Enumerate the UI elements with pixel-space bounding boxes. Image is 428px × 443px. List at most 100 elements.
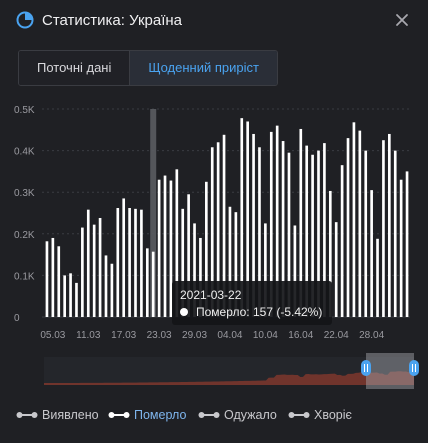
bar: [275, 125, 279, 317]
bar: [122, 198, 126, 317]
bar: [187, 194, 190, 317]
tab-bar: Поточні дані Щоденний приріст: [18, 50, 278, 86]
tab-current-data[interactable]: Поточні дані: [19, 51, 130, 85]
brush-selection-window: [366, 353, 414, 389]
bar: [399, 179, 403, 317]
bar: [92, 224, 96, 317]
x-tick-label: 10.04: [253, 330, 278, 341]
bar: [364, 150, 368, 317]
bar: [169, 180, 173, 317]
bar: [299, 128, 303, 317]
bar: [311, 154, 314, 317]
bar: [75, 282, 78, 317]
bar: [358, 130, 362, 317]
bar: [281, 141, 285, 317]
x-tick-label: 05.03: [40, 330, 65, 341]
x-tick-label: 28.04: [359, 330, 384, 341]
bar: [193, 223, 196, 317]
brush-overview-area: [44, 371, 414, 385]
bar: [393, 150, 397, 317]
bar: [210, 147, 214, 317]
bar: [287, 152, 291, 317]
bar: [370, 190, 373, 317]
legend-item-died[interactable]: Померло: [108, 405, 186, 425]
bar: [388, 133, 391, 317]
bar: [264, 223, 267, 317]
tooltip-value: Померло: 157 (-5.42%): [196, 305, 323, 319]
bar: [334, 222, 338, 317]
bar: [382, 140, 385, 317]
series-dot-icon: [180, 308, 188, 316]
bar: [269, 131, 273, 317]
bar: [246, 121, 249, 317]
legend-label-sick: Хворіє: [314, 408, 352, 422]
bar: [45, 241, 49, 317]
bar: [323, 143, 326, 317]
bar: [340, 165, 344, 317]
close-icon[interactable]: [392, 10, 412, 30]
hover-highlight-column: [150, 109, 157, 317]
legend-line-icon: [16, 412, 38, 418]
x-tick-label: 29.03: [182, 330, 207, 341]
legend-line-icon: [198, 412, 220, 418]
bar: [346, 138, 350, 317]
bar: [63, 275, 66, 317]
bar: [134, 208, 137, 317]
bar: [116, 208, 120, 317]
bar: [69, 273, 72, 317]
y-tick-label: 0.4K: [14, 147, 35, 158]
x-tick-label: 23.03: [147, 330, 172, 341]
bar: [128, 208, 131, 317]
legend-label-detected: Виявлено: [42, 408, 99, 422]
bar: [405, 171, 409, 317]
y-tick-label: 0.5K: [14, 105, 35, 116]
y-tick-label: 0.1K: [14, 271, 35, 282]
bar: [199, 237, 202, 317]
pie-chart-icon: [16, 11, 34, 29]
bar: [151, 251, 155, 317]
tab-daily-increase[interactable]: Щоденний приріст: [129, 51, 277, 85]
x-tick-label: 17.03: [111, 330, 136, 341]
legend-item-recovered[interactable]: Одужало: [198, 405, 277, 425]
chart-tooltip: 2021-03-22 Померло: 157 (-5.42%): [172, 281, 332, 325]
legend-label-died: Померло: [134, 408, 187, 422]
y-tick-label: 0.2K: [14, 230, 35, 241]
bar: [252, 133, 255, 317]
bar: [104, 255, 108, 317]
x-tick-label: 16.04: [288, 330, 313, 341]
bar: [140, 209, 143, 317]
bar: [216, 142, 220, 317]
bar: [175, 169, 179, 317]
bar: [222, 134, 226, 317]
bar: [240, 118, 244, 317]
bar: [163, 175, 167, 317]
legend-item-sick[interactable]: Хворіє: [288, 405, 352, 425]
bar: [98, 217, 102, 317]
bar: [145, 248, 149, 317]
y-tick-label: 0.3K: [14, 188, 35, 199]
bar: [305, 145, 309, 317]
bar: [51, 237, 55, 317]
legend-label-recovered: Одужало: [224, 408, 277, 422]
legend-item-detected[interactable]: Виявлено: [16, 405, 99, 425]
bar: [258, 147, 261, 317]
y-tick-label: 0: [14, 313, 20, 324]
bar: [328, 190, 332, 317]
bar: [228, 206, 232, 317]
bar: [157, 179, 161, 317]
daily-deaths-chart[interactable]: 0 0.1K 0.2K 0.3K 0.4K 0.5K 05.03 11.03 17.03 23.0…: [0, 95, 428, 395]
legend-line-icon: [288, 412, 310, 418]
x-tick-label: 04.04: [217, 330, 242, 341]
brush-handle-left[interactable]: [361, 360, 371, 376]
brush-handle-right[interactable]: [409, 360, 419, 376]
tooltip-date: 2021-03-22: [180, 288, 242, 302]
bar: [317, 150, 320, 317]
legend-line-icon: [108, 412, 130, 418]
x-tick-label: 22.04: [324, 330, 349, 341]
bar: [110, 263, 114, 317]
bar: [57, 246, 61, 317]
bar: [205, 181, 208, 317]
bar: [376, 238, 379, 317]
x-tick-label: 11.03: [76, 330, 101, 341]
